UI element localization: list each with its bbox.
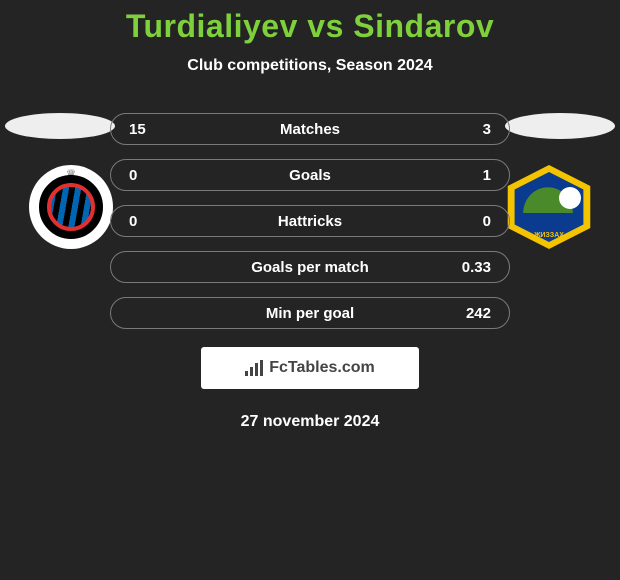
- player-avatar-left: [5, 113, 115, 139]
- footer-date: 27 november 2024: [0, 413, 620, 431]
- stat-left-value: 0: [129, 213, 169, 230]
- stat-row-min-per-goal: Min per goal 242: [110, 297, 510, 329]
- stat-row-goals-per-match: Goals per match 0.33: [110, 251, 510, 283]
- stat-right-value: 0: [451, 213, 491, 230]
- stat-right-value: 1: [451, 167, 491, 184]
- stat-row-hattricks: 0 Hattricks 0: [110, 205, 510, 237]
- stat-label: Goals: [289, 167, 331, 184]
- stat-right-value: 0.33: [451, 259, 491, 276]
- stat-label: Goals per match: [251, 259, 369, 276]
- stat-label: Matches: [280, 121, 340, 138]
- stat-row-goals: 0 Goals 1: [110, 159, 510, 191]
- watermark-text: FcTables.com: [269, 359, 375, 377]
- stat-label: Min per goal: [266, 305, 354, 322]
- comparison-panel: ♕ ЖИЗЗАХ 15 Matches 3 0 Goals 1 0 Ha: [0, 113, 620, 431]
- stat-label: Hattricks: [278, 213, 342, 230]
- club-logo-right: ЖИЗЗАХ: [500, 165, 598, 249]
- stat-row-matches: 15 Matches 3: [110, 113, 510, 145]
- watermark-badge: FcTables.com: [201, 347, 419, 389]
- page-title: Turdialiyev vs Sindarov: [0, 8, 620, 45]
- page-subtitle: Club competitions, Season 2024: [0, 57, 620, 75]
- sogdiana-icon: ЖИЗЗАХ: [501, 165, 597, 249]
- stat-left-value: 0: [129, 167, 169, 184]
- club-logo-left: ♕: [22, 165, 120, 249]
- stat-left-value: 15: [129, 121, 169, 138]
- player-avatar-right: [505, 113, 615, 139]
- club-brugge-icon: ♕: [29, 165, 113, 249]
- stat-right-value: 3: [451, 121, 491, 138]
- bar-chart-icon: [245, 360, 263, 376]
- stat-right-value: 242: [451, 305, 491, 322]
